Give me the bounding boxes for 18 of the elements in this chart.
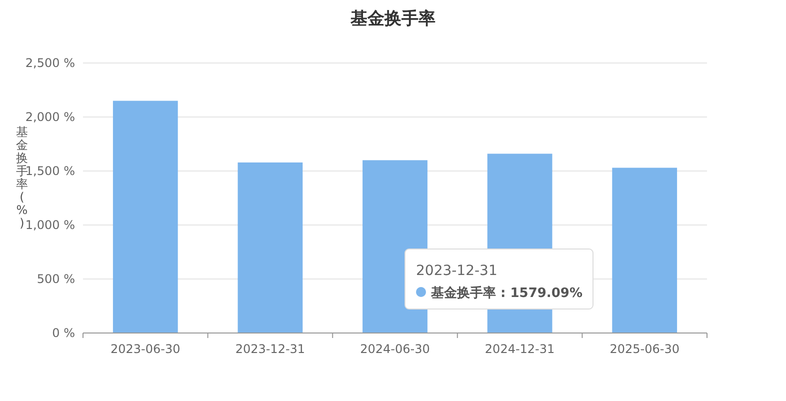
y-tick-label: 1,000 % (25, 218, 75, 232)
annotation: 基金换手率 : 1579.09% (430, 285, 582, 301)
y-tick-label: 2,000 % (25, 110, 75, 124)
y-tick-label: 1,500 % (25, 164, 75, 178)
y-tick-label: 0 % (52, 326, 75, 340)
chart-title: 基金换手率 (350, 9, 436, 29)
y-tick-label: 2,500 % (25, 56, 75, 70)
annotation: 2023-12-31 (416, 263, 498, 279)
y-tick-label: 500 % (36, 272, 75, 286)
bar (238, 162, 303, 333)
y-axis-title: 基金换手率(%) (16, 125, 28, 230)
x-tick-label: 2025-06-30 (610, 342, 680, 356)
bar (612, 168, 678, 333)
x-tick-label: 2024-12-31 (484, 342, 555, 356)
x-tick-label: 2023-12-31 (235, 342, 306, 356)
x-tick-label: 2023-06-30 (110, 342, 180, 356)
x-tick-label: 2024-06-30 (360, 342, 430, 356)
bar (112, 100, 178, 333)
